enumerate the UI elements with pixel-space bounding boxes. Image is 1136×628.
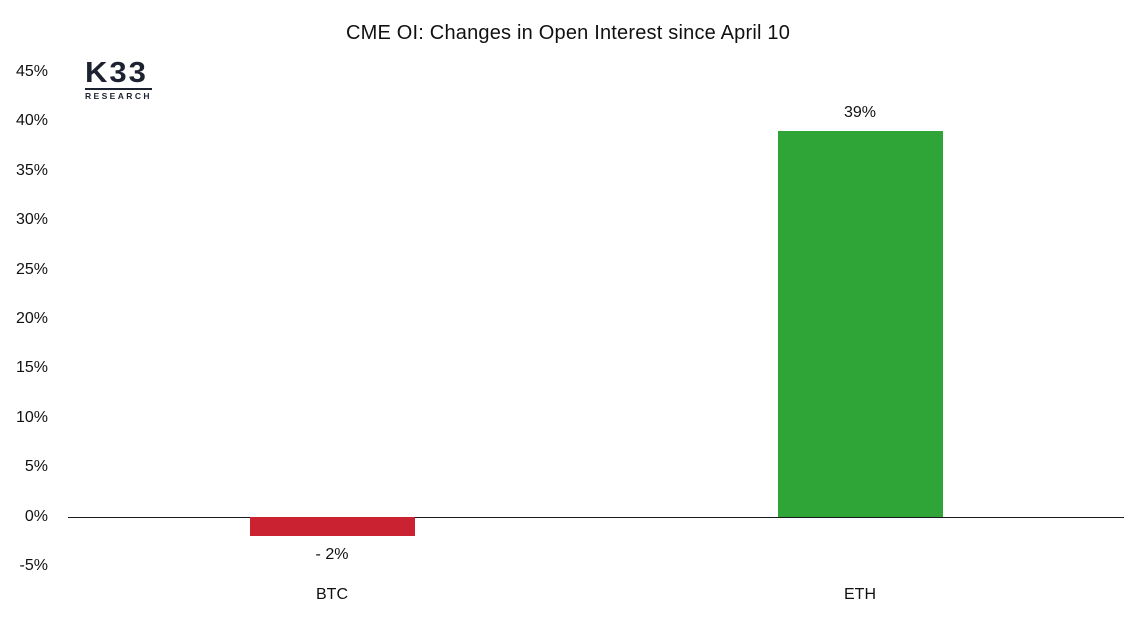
bar-btc <box>249 516 415 537</box>
y-tick-label: 20% <box>15 310 48 327</box>
y-tick-label: -5% <box>19 557 48 574</box>
k33-research-logo: K33 RESEARCH <box>85 56 152 101</box>
y-tick-label: 40% <box>15 112 48 130</box>
logo-brand-text: K33 <box>85 56 148 89</box>
y-tick-label: 10% <box>15 408 48 426</box>
y-tick-label: 30% <box>15 211 48 229</box>
x-category-label-btc: BTC <box>316 586 348 603</box>
y-tick-label: 15% <box>15 359 48 377</box>
y-tick-label: 0% <box>24 507 48 525</box>
x-category-label-eth: ETH <box>844 586 876 603</box>
bar-value-label-eth: 39% <box>843 104 877 122</box>
x-axis-line <box>68 516 1124 519</box>
bar-value-label-btc: - 2% <box>315 546 349 564</box>
y-tick-label: 45% <box>15 63 48 80</box>
bar-eth <box>777 131 943 517</box>
chart-title: CME OI: Changes in Open Interest since A… <box>345 22 791 44</box>
y-tick-label: 35% <box>15 161 48 179</box>
logo-sub-text: RESEARCH <box>85 88 152 101</box>
y-tick-label: 25% <box>15 260 48 278</box>
y-tick-label: 5% <box>24 458 48 476</box>
